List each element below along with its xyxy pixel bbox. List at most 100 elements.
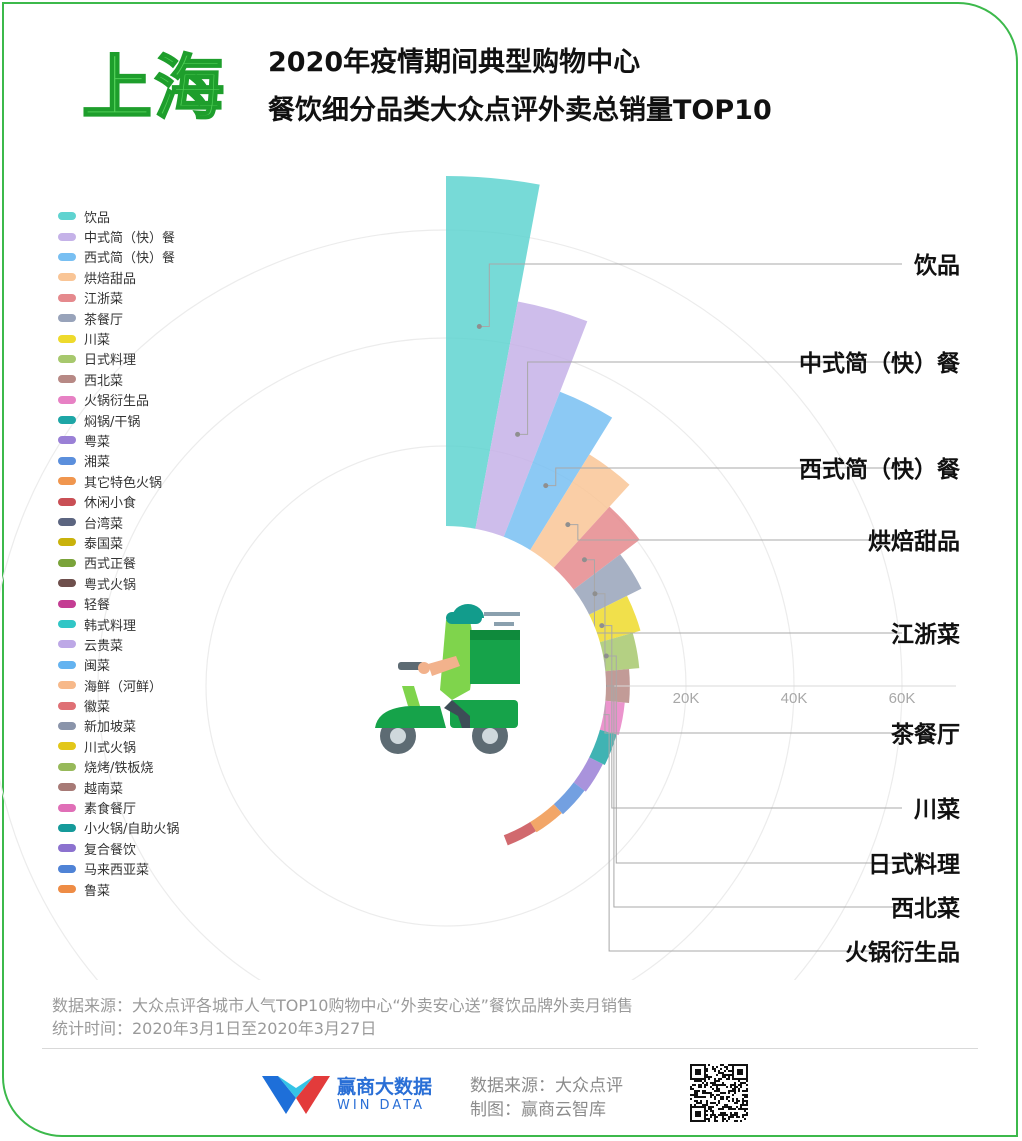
- legend-label: 烘焙甜品: [84, 271, 137, 287]
- legend-swatch: [58, 721, 76, 730]
- legend-swatch: [58, 518, 76, 527]
- legend-item[interactable]: 江浙菜: [58, 288, 179, 308]
- legend-swatch: [58, 436, 76, 445]
- time-range-note: 统计时间：2020年3月1日至2020年3月27日: [52, 1019, 377, 1038]
- callout-3: 西式简（快）餐: [543, 456, 961, 489]
- callout-9: 西北菜: [601, 683, 960, 922]
- legend-item[interactable]: 其它特色火锅: [58, 471, 179, 491]
- callout-10: 火锅衍生品: [596, 712, 960, 966]
- callout-label: 川菜: [914, 797, 960, 823]
- callout-label: 中式简（快）餐: [799, 350, 961, 377]
- legend-swatch: [58, 742, 76, 751]
- callout-label: 火锅衍生品: [845, 939, 960, 966]
- callout-2: 中式简（快）餐: [515, 350, 961, 437]
- legend-item[interactable]: 马来西亚菜: [58, 859, 179, 879]
- legend-item[interactable]: 粤菜: [58, 430, 179, 450]
- legend-item[interactable]: 素食餐厅: [58, 797, 179, 817]
- callout-label: 江浙菜: [891, 622, 960, 648]
- legend-item[interactable]: 新加坡菜: [58, 716, 179, 736]
- city-title: 上海: [81, 46, 226, 130]
- chart-legend: 饮品中式简（快）餐 西式简（快）餐烘焙甜品江浙菜 茶餐厅川菜 日式料理西北菜 火锅衍生品…: [58, 206, 179, 899]
- legend-item[interactable]: 烘焙甜品: [58, 267, 179, 287]
- legend-swatch: [58, 864, 76, 873]
- legend-swatch: [58, 823, 76, 832]
- legend-item[interactable]: 云贵菜: [58, 634, 179, 654]
- legend-label: 云贵菜: [84, 638, 124, 654]
- legend-swatch: [58, 803, 76, 812]
- legend-item[interactable]: 泰国菜: [58, 532, 179, 552]
- legend-swatch: [58, 599, 76, 608]
- legend-item[interactable]: 西式正餐: [58, 553, 179, 573]
- legend-label: 马来西亚菜: [84, 863, 150, 879]
- legend-item[interactable]: 中式简（快）餐: [58, 226, 179, 246]
- callout-label: 饮品: [913, 252, 960, 279]
- legend-swatch: [58, 640, 76, 649]
- legend-label: 川式火锅: [84, 740, 137, 756]
- legend-label: 西北菜: [84, 373, 124, 389]
- legend-item[interactable]: 越南菜: [58, 777, 179, 797]
- legend-item[interactable]: 轻餐: [58, 593, 179, 613]
- legend-swatch: [58, 395, 76, 404]
- legend-item[interactable]: 日式料理: [58, 349, 179, 369]
- legend-swatch: [58, 273, 76, 282]
- callout-5: 江浙菜: [581, 557, 960, 648]
- bar-4: [515, 454, 630, 589]
- legend-label: 中式简（快）餐: [84, 231, 176, 247]
- legend-item[interactable]: 烧烤/铁板烧: [58, 757, 179, 777]
- legend-label: 轻餐: [84, 598, 111, 614]
- legend-item[interactable]: 火锅衍生品: [58, 390, 179, 410]
- legend-item[interactable]: 复合餐饮: [58, 838, 179, 858]
- legend-swatch: [58, 681, 76, 690]
- legend-label: 烧烤/铁板烧: [84, 761, 154, 777]
- legend-item[interactable]: 焖锅/干锅: [58, 410, 179, 430]
- legend-swatch: [58, 701, 76, 710]
- legend-item[interactable]: 小火锅/自助火锅: [58, 818, 179, 838]
- footer-made-by: 制图：赢商云智库: [470, 1100, 606, 1120]
- legend-item[interactable]: 茶餐厅: [58, 308, 179, 328]
- legend-swatch: [58, 416, 76, 425]
- callout-6: 茶餐厅: [592, 591, 960, 748]
- legend-label: 粤菜: [84, 434, 111, 450]
- callout-label: 日式料理: [868, 852, 960, 878]
- legend-item[interactable]: 鲁菜: [58, 879, 179, 899]
- legend-item[interactable]: 徽菜: [58, 695, 179, 715]
- legend-swatch: [58, 762, 76, 771]
- legend-label: 江浙菜: [84, 292, 124, 308]
- callout-7: 川菜: [599, 623, 960, 823]
- legend-swatch: [58, 844, 76, 853]
- legend-item[interactable]: 川菜: [58, 328, 179, 348]
- bar-2: [470, 301, 588, 563]
- callout-label: 西式简（快）餐: [799, 456, 961, 483]
- legend-label: 闽菜: [84, 659, 111, 675]
- qr-code-icon: [688, 1062, 750, 1124]
- legend-label: 新加坡菜: [84, 720, 137, 736]
- legend-item[interactable]: 闽菜: [58, 655, 179, 675]
- footer-data-source: 数据来源：大众点评: [470, 1076, 623, 1096]
- legend-swatch: [58, 334, 76, 343]
- legend-item[interactable]: 休闲小食: [58, 491, 179, 511]
- legend-label: 川菜: [84, 333, 111, 349]
- legend-item[interactable]: 饮品: [58, 206, 179, 226]
- legend-label: 焖锅/干锅: [84, 414, 141, 430]
- callout-4: 烘焙甜品: [565, 522, 960, 555]
- legend-label: 粤式火锅: [84, 577, 137, 593]
- legend-item[interactable]: 西式简（快）餐: [58, 247, 179, 267]
- legend-label: 休闲小食: [84, 496, 137, 512]
- callout-label: 烘焙甜品: [868, 528, 960, 555]
- legend-item[interactable]: 海鲜（河鲜）: [58, 675, 179, 695]
- legend-label: 小火锅/自助火锅: [84, 822, 180, 838]
- legend-swatch: [58, 783, 76, 792]
- legend-item[interactable]: 台湾菜: [58, 512, 179, 532]
- legend-item[interactable]: 粤式火锅: [58, 573, 179, 593]
- legend-item[interactable]: 韩式料理: [58, 614, 179, 634]
- legend-item[interactable]: 川式火锅: [58, 736, 179, 756]
- legend-swatch: [58, 375, 76, 384]
- legend-label: 徽菜: [84, 700, 111, 716]
- radial-tick-label: 20K: [673, 690, 700, 707]
- legend-swatch: [58, 497, 76, 506]
- legend-item[interactable]: 湘菜: [58, 451, 179, 471]
- legend-item[interactable]: 西北菜: [58, 369, 179, 389]
- radial-tick-label: 60K: [889, 690, 916, 707]
- legend-swatch: [58, 558, 76, 567]
